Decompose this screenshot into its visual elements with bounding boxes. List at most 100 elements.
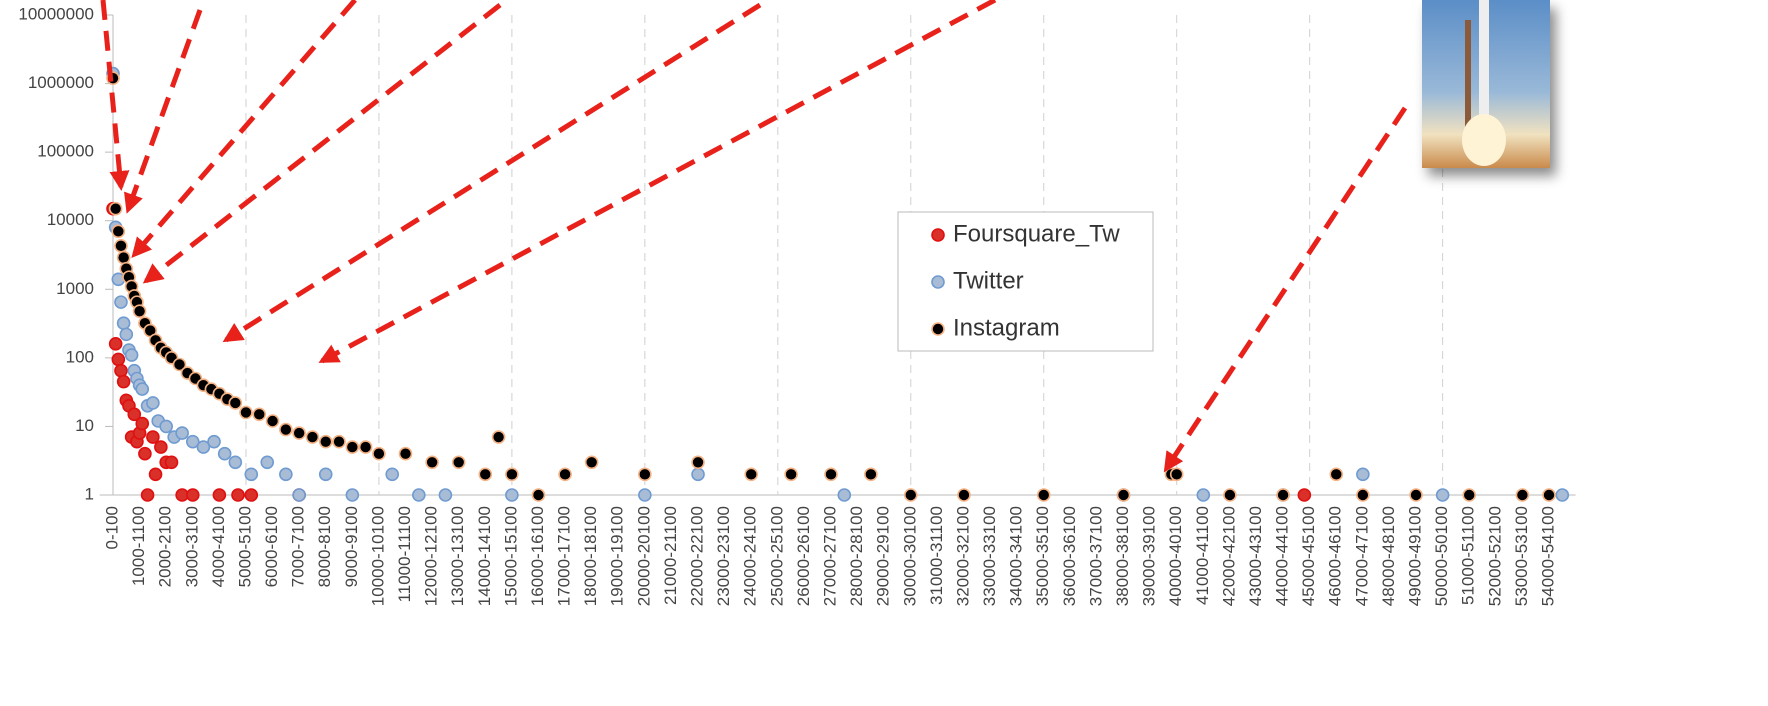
x-tick-label: 51000-51100 [1459, 506, 1478, 605]
point [148, 467, 163, 482]
x-tick-label: 30000-30100 [900, 506, 919, 606]
y-tick-label: 1000 [56, 279, 94, 298]
x-tick-label: 25000-25100 [767, 506, 786, 606]
legend-marker [931, 228, 945, 242]
point [116, 374, 131, 389]
point [172, 357, 187, 372]
x-tick-label: 11000-11100 [395, 506, 414, 602]
arrow [222, 2, 762, 343]
point [691, 467, 705, 482]
y-tick-label: 10 [75, 416, 94, 435]
x-tick-label: 44000-44100 [1273, 506, 1292, 606]
point [491, 430, 506, 444]
legend-marker [931, 322, 945, 336]
x-tick-label: 37000-37100 [1086, 506, 1105, 606]
point [1276, 488, 1290, 502]
x-tick-label: 24000-24100 [741, 506, 760, 606]
x-tick-label: 54000-54100 [1538, 506, 1557, 606]
x-tick-label: 45000-45100 [1299, 506, 1318, 606]
point [1515, 488, 1530, 502]
point [114, 363, 128, 378]
point [116, 316, 131, 331]
x-tick-label: 43000-43100 [1246, 506, 1265, 606]
point [175, 426, 189, 440]
x-tick-label: 33000-33100 [980, 506, 999, 606]
legend-label: Instagram [953, 314, 1060, 341]
point [114, 295, 128, 309]
point [135, 416, 150, 431]
point [372, 446, 386, 461]
x-tick-label: 42000-42100 [1219, 506, 1238, 606]
x-tick-label: 38000-38100 [1113, 506, 1132, 606]
point [108, 337, 123, 351]
point [164, 455, 179, 470]
x-tick-label: 31000-31100 [927, 506, 946, 605]
point [691, 455, 705, 470]
x-tick-label: 21000-21100 [661, 506, 680, 605]
x-tick-label: 4000-4100 [209, 506, 228, 587]
point [1297, 488, 1312, 502]
y-tick-label: 1 [85, 484, 94, 503]
x-tick-label: 9000-9100 [342, 506, 361, 587]
legend-label: Foursquare_Tw [953, 220, 1120, 247]
point [531, 488, 546, 502]
x-tick-label: 41000-41100 [1193, 506, 1212, 605]
arrow [131, 0, 357, 259]
y-tick-label: 10000 [47, 210, 94, 229]
point [279, 422, 293, 437]
x-tick-label: 34000-34100 [1007, 506, 1026, 606]
point [119, 327, 134, 342]
point [135, 382, 150, 396]
point [864, 467, 878, 482]
point [903, 488, 918, 502]
legend-label: Twitter [953, 267, 1024, 294]
point [1169, 467, 1184, 482]
point [207, 434, 221, 449]
y-tick-label: 100000 [37, 142, 94, 161]
point [159, 419, 173, 434]
point [584, 455, 599, 470]
point [114, 239, 128, 253]
x-tick-label: 29000-29100 [874, 506, 893, 606]
point [185, 434, 200, 449]
x-tick-label: 52000-52100 [1485, 506, 1504, 606]
x-tick-label: 18000-18100 [581, 506, 600, 606]
point [279, 467, 293, 482]
x-tick-label: 15000-15100 [501, 506, 520, 606]
x-tick-label: 13000-13100 [448, 506, 467, 606]
point [1223, 488, 1237, 502]
arrow [100, 0, 130, 191]
point [784, 467, 798, 482]
point [244, 467, 259, 482]
point [824, 467, 838, 482]
x-tick-label: 5000-5100 [235, 506, 254, 587]
point [1555, 488, 1570, 502]
point [744, 467, 759, 482]
point [1542, 488, 1556, 502]
x-tick-label: 32000-32100 [953, 506, 972, 606]
arrow [142, 3, 502, 284]
point [127, 407, 142, 422]
point [217, 446, 232, 461]
x-tick-label: 47000-47100 [1352, 506, 1371, 606]
x-tick-label: 0-100 [102, 506, 121, 549]
point [345, 488, 360, 502]
point [140, 488, 155, 502]
legend-marker [931, 275, 945, 289]
x-tick-label: 1000-1100 [129, 506, 148, 586]
point [1036, 488, 1051, 502]
point [260, 455, 275, 470]
x-tick-label: 14000-14100 [475, 506, 494, 606]
point [1409, 488, 1423, 502]
x-tick-label: 12000-12100 [422, 506, 441, 606]
x-tick-label: 53000-53100 [1512, 506, 1531, 606]
point [318, 467, 333, 482]
point [1462, 488, 1477, 502]
point [228, 396, 243, 410]
x-tick-label: 36000-36100 [1060, 506, 1079, 606]
point [124, 348, 139, 362]
point [638, 488, 652, 502]
point [196, 440, 211, 454]
point [558, 467, 572, 482]
